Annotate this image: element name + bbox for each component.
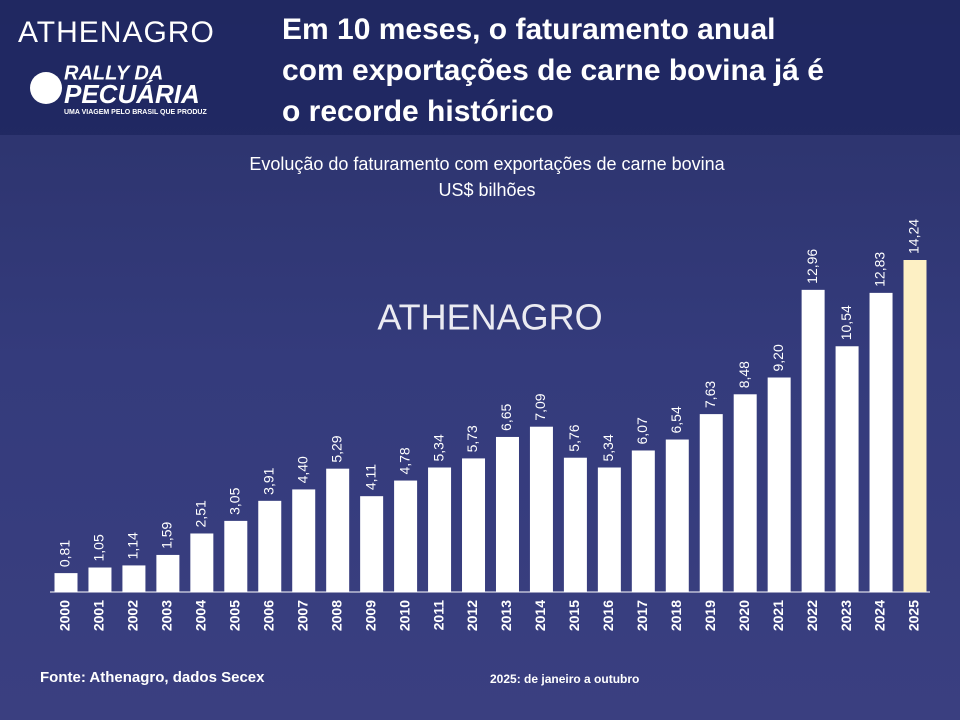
value-label: 8,48 [736, 361, 752, 388]
x-tick-label: 2025 [906, 600, 922, 631]
x-tick-label: 2007 [294, 600, 310, 631]
bar [495, 436, 519, 592]
x-tick-label: 2002 [125, 600, 141, 631]
x-tick-label: 2023 [838, 600, 854, 631]
bar [801, 289, 825, 592]
header-band [0, 0, 960, 135]
bar [292, 489, 316, 592]
x-tick-label: 2020 [736, 600, 752, 631]
bar [835, 346, 859, 592]
headline-line: com exportações de carne bovina já é [282, 54, 824, 87]
x-tick-label: 2016 [600, 600, 616, 631]
source: Fonte: Athenagro, dados Secex [40, 669, 265, 686]
value-label: 2,51 [193, 500, 209, 527]
x-tick-label: 2014 [532, 600, 548, 631]
x-tick-label: 2018 [668, 600, 684, 631]
bar [326, 468, 350, 592]
x-tick-label: 2017 [634, 600, 650, 631]
bar [54, 573, 78, 592]
x-tick-label: 2015 [566, 600, 582, 631]
value-label: 14,24 [906, 219, 922, 254]
value-label: 1,14 [125, 532, 141, 559]
value-label: 6,54 [668, 406, 684, 433]
value-label: 5,76 [566, 424, 582, 451]
value-label: 5,73 [464, 425, 480, 452]
value-label: 3,05 [227, 487, 243, 514]
x-tick-label: 2019 [702, 600, 718, 631]
x-tick-label: 2024 [872, 600, 888, 631]
bar [529, 426, 553, 592]
value-label: 1,59 [159, 521, 175, 548]
bar [156, 554, 180, 592]
value-label: 9,20 [770, 344, 786, 371]
note: 2025: de janeiro a outubro [490, 672, 639, 686]
watermark: ATHENAGRO [377, 297, 602, 338]
x-tick-label: 2001 [91, 600, 107, 631]
x-tick-label: 2005 [227, 600, 243, 631]
bar [699, 414, 723, 592]
value-label: 6,07 [634, 417, 650, 444]
x-tick-label: 2004 [193, 600, 209, 631]
bar [462, 458, 486, 592]
bar [360, 496, 384, 592]
rally-logo-line2: PECUÁRIA [64, 79, 200, 109]
value-label: 5,34 [430, 434, 446, 461]
bar [428, 467, 452, 592]
bar [665, 439, 689, 592]
rally-logo-tagline: UMA VIAGEM PELO BRASIL QUE PRODUZ [64, 109, 207, 116]
bar [88, 567, 112, 592]
bar [903, 260, 927, 592]
value-label: 1,05 [91, 534, 107, 561]
bar [563, 457, 587, 592]
x-tick-label: 2011 [430, 600, 446, 631]
bar [597, 467, 621, 592]
bar [631, 450, 655, 592]
value-label: 12,96 [804, 249, 820, 284]
x-tick-label: 2008 [328, 600, 344, 631]
rally-logo-line1: RALLY DA [64, 62, 163, 84]
value-label: 5,29 [328, 435, 344, 462]
x-tick-label: 2006 [260, 600, 276, 631]
bar [190, 533, 214, 592]
value-label: 4,40 [294, 456, 310, 483]
value-label: 4,78 [396, 447, 412, 474]
value-label: 3,91 [260, 467, 276, 494]
chart-title: Evolução do faturamento com exportações … [249, 154, 725, 174]
bar [224, 520, 248, 592]
bar [394, 480, 418, 592]
x-tick-label: 2003 [159, 600, 175, 631]
logo: ATHENAGRO [18, 16, 215, 49]
x-tick-label: 2021 [770, 600, 786, 631]
x-tick-label: 2012 [464, 600, 480, 631]
value-label: 12,83 [872, 252, 888, 287]
headline-line: o recorde histórico [282, 95, 554, 128]
x-tick-label: 2000 [57, 600, 73, 631]
bar [869, 292, 893, 592]
value-label: 4,11 [362, 464, 378, 490]
x-tick-label: 2022 [804, 600, 820, 631]
bar [122, 565, 146, 592]
headline-line: Em 10 meses, o faturamento anual [282, 13, 776, 46]
bar [733, 394, 757, 592]
x-tick-label: 2010 [396, 600, 412, 631]
value-label: 6,65 [498, 403, 514, 430]
rally-logo-icon [30, 72, 62, 104]
value-label: 7,09 [532, 393, 548, 420]
bar [258, 500, 282, 592]
value-label: 5,34 [600, 434, 616, 461]
bar [767, 377, 791, 592]
value-label: 10,54 [838, 305, 854, 340]
value-label: 7,63 [702, 381, 718, 408]
x-tick-label: 2013 [498, 600, 514, 631]
chart-subtitle: US$ bilhões [438, 180, 535, 200]
x-tick-label: 2009 [362, 600, 378, 631]
value-label: 0,81 [57, 540, 73, 567]
